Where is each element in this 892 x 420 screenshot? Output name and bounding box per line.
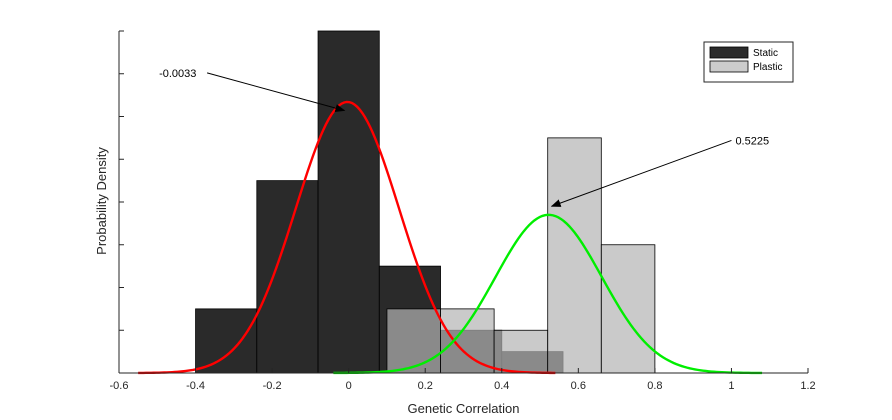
plastic-bar-1 <box>440 308 495 374</box>
x-axis-label: Genetic Correlation <box>408 401 520 416</box>
legend: Static Plastic <box>703 41 794 83</box>
x-tick-label-4: 0.2 <box>418 380 433 392</box>
plastic-bar-4 <box>600 244 656 374</box>
x-tick-label-6: 0.6 <box>571 380 586 392</box>
curve-0 <box>138 100 556 375</box>
x-tick-label-7: 0.8 <box>647 380 662 392</box>
static-bar-2 <box>317 30 380 374</box>
annotation-arrow-0 <box>206 72 346 112</box>
x-tick-label-2: -0.2 <box>263 380 282 392</box>
x-tick-label-8: 1 <box>728 380 734 392</box>
x-tick-label-5: 0.4 <box>494 380 509 392</box>
legend-swatch-1 <box>709 60 749 73</box>
annotation-arrow-1 <box>550 139 732 207</box>
plastic-bar-3 <box>547 137 602 374</box>
annotations: -0.0033 0.5225 <box>159 68 769 207</box>
static-bar-1 <box>256 180 319 374</box>
x-tick-label-9: 1.2 <box>800 380 815 392</box>
y-axis-label: Probability Density <box>94 147 109 255</box>
legend-label-1: Plastic <box>753 62 782 73</box>
annotation-label-1: 0.5225 <box>735 135 769 147</box>
x-tick-label-1: -0.4 <box>186 380 205 392</box>
annotation-label-0: -0.0033 <box>159 68 196 80</box>
fit-curves <box>138 100 763 375</box>
axes: -0.6 -0.4 -0.2 0 0.2 0.4 0.6 0.8 1 1.2 <box>110 30 816 392</box>
histogram-bars <box>195 30 656 374</box>
x-tick-label-3: 0 <box>346 380 352 392</box>
legend-label-0: Static <box>753 48 778 59</box>
plastic-bar-2 <box>493 329 549 374</box>
x-tick-label-0: -0.6 <box>110 380 129 392</box>
plastic-bar-0 <box>386 308 441 374</box>
static-bar-0 <box>195 308 258 374</box>
legend-swatch-0 <box>709 46 749 59</box>
curve-1 <box>333 213 763 375</box>
